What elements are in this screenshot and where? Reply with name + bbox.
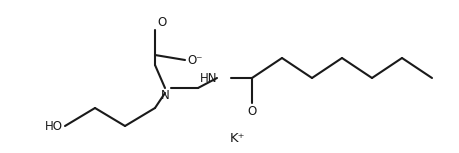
Text: O⁻: O⁻ [187,54,202,67]
Text: HO: HO [45,119,63,132]
Text: N: N [160,89,169,102]
Text: HN: HN [199,71,217,84]
Text: K⁺: K⁺ [230,131,245,144]
Text: O: O [157,16,166,29]
Text: O: O [247,105,256,118]
